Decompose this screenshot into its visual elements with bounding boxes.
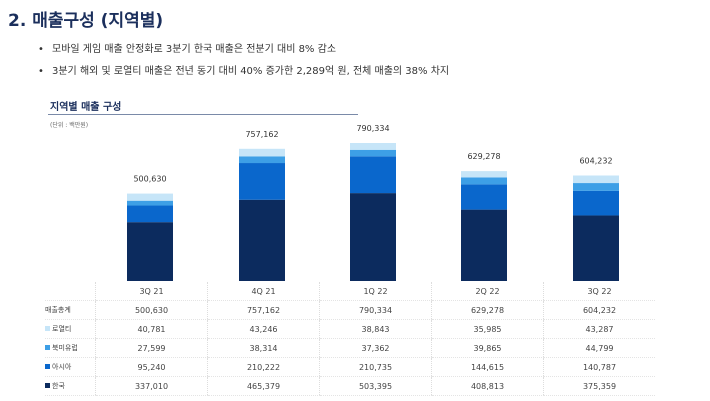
cell: 40,781 xyxy=(95,319,208,339)
category-label: 3Q 21 xyxy=(95,282,208,301)
page-title: 2. 매출구성 (지역별) xyxy=(8,11,164,31)
category-label: 2Q 22 xyxy=(431,282,544,301)
bar-segment-북미유럽 xyxy=(350,149,396,157)
cell: 210,735 xyxy=(319,357,432,377)
bar-segment-로열티 xyxy=(239,148,285,157)
bar-segment-아시아 xyxy=(350,156,396,194)
unit-label: (단위 : 백만원) xyxy=(50,122,89,129)
bar-segment-로열티 xyxy=(127,193,173,201)
category-label: 4Q 21 xyxy=(207,282,320,301)
legend-swatch xyxy=(45,383,50,388)
data-table: 3Q 21 4Q 21 1Q 22 2Q 22 3Q 22 매출총계 500,630 757,… xyxy=(45,282,655,396)
bar-segment-한국 xyxy=(239,199,285,281)
bullet-2: • 3분기 해외 및 로열티 매출은 전년 동기 대비 40% 증가한 2,289… xyxy=(38,66,450,77)
bar-segment-한국 xyxy=(127,222,173,281)
cell: 210,222 xyxy=(207,357,320,377)
bullet-text: 모바일 게임 매출 안정화로 3분기 한국 매출은 전분기 대비 8% 감소 xyxy=(52,44,337,55)
cell: 408,813 xyxy=(431,376,544,396)
cell: 375,359 xyxy=(543,376,655,396)
total-label: 757,162 xyxy=(245,130,278,139)
total-label: 629,278 xyxy=(467,152,500,161)
cell: 39,865 xyxy=(431,338,544,358)
category-label: 3Q 22 xyxy=(543,282,655,301)
category-row: 3Q 21 4Q 21 1Q 22 2Q 22 3Q 22 xyxy=(45,282,655,301)
cell: 337,010 xyxy=(95,376,208,396)
cell: 144,615 xyxy=(431,357,544,377)
bar-segment-한국 xyxy=(350,193,396,281)
chart-title: 지역별 매출 구성 xyxy=(50,102,122,113)
bar-segment-북미유럽 xyxy=(127,200,173,206)
total-label: 604,232 xyxy=(579,156,612,165)
cell: 95,240 xyxy=(95,357,208,377)
bar-segment-아시아 xyxy=(239,163,285,200)
bar-segment-북미유럽 xyxy=(239,156,285,164)
bar-segment-아시아 xyxy=(127,205,173,223)
stacked-bar-chart: 500,630 757,162 790,334 629,278 604,232 xyxy=(127,124,619,281)
bar-segment-한국 xyxy=(461,209,507,281)
legend-swatch xyxy=(45,364,50,369)
cell: 629,278 xyxy=(431,300,544,320)
cell: 790,334 xyxy=(319,300,432,320)
table-row: 아시아 95,240 210,222 210,735 144,615 140,787 xyxy=(45,357,655,377)
bar-segment-북미유럽 xyxy=(573,183,619,191)
bar-segment-로열티 xyxy=(461,171,507,178)
bullet-1: • 모바일 게임 매출 안정화로 3분기 한국 매출은 전분기 대비 8% 감소 xyxy=(38,44,337,55)
bar-segment-아시아 xyxy=(461,184,507,210)
table-row: 북미유럽 27,599 38,314 37,362 39,865 44,799 xyxy=(45,338,655,358)
category-label: 1Q 22 xyxy=(319,282,432,301)
cell: 503,395 xyxy=(319,376,432,396)
bar-segment-북미유럽 xyxy=(461,177,507,185)
cell: 757,162 xyxy=(207,300,320,320)
row-label: 아시아 xyxy=(52,363,72,371)
bar-segment-로열티 xyxy=(350,142,396,150)
cell: 43,246 xyxy=(207,319,320,339)
cell: 44,799 xyxy=(543,338,655,358)
table-row: 로열티 40,781 43,246 38,843 35,985 43,287 xyxy=(45,319,655,339)
legend-swatch xyxy=(45,345,50,350)
cell: 465,379 xyxy=(207,376,320,396)
total-label: 790,334 xyxy=(356,124,389,133)
row-label: 로열티 xyxy=(52,325,72,333)
row-label: 매출총계 xyxy=(45,300,96,320)
row-label: 한국 xyxy=(52,382,65,390)
cell: 140,787 xyxy=(543,357,655,377)
legend-swatch xyxy=(45,326,50,331)
cell: 27,599 xyxy=(95,338,208,358)
bar-segment-아시아 xyxy=(573,190,619,216)
total-label: 500,630 xyxy=(133,175,166,184)
table-row: 매출총계 500,630 757,162 790,334 629,278 604,232 xyxy=(45,300,655,320)
cell: 43,287 xyxy=(543,319,655,339)
cell: 35,985 xyxy=(431,319,544,339)
cell: 38,314 xyxy=(207,338,320,358)
bullet-text: 3분기 해외 및 로열티 매출은 전년 동기 대비 40% 증가한 2,289억… xyxy=(52,66,450,77)
cell: 37,362 xyxy=(319,338,432,358)
bar-segment-로열티 xyxy=(573,175,619,184)
title-divider xyxy=(48,114,358,115)
row-label: 북미유럽 xyxy=(52,344,78,352)
bar-segment-한국 xyxy=(573,215,619,281)
cell: 38,843 xyxy=(319,319,432,339)
table-row: 한국 337,010 465,379 503,395 408,813 375,359 xyxy=(45,376,655,396)
cell: 500,630 xyxy=(95,300,208,320)
cell: 604,232 xyxy=(543,300,655,320)
